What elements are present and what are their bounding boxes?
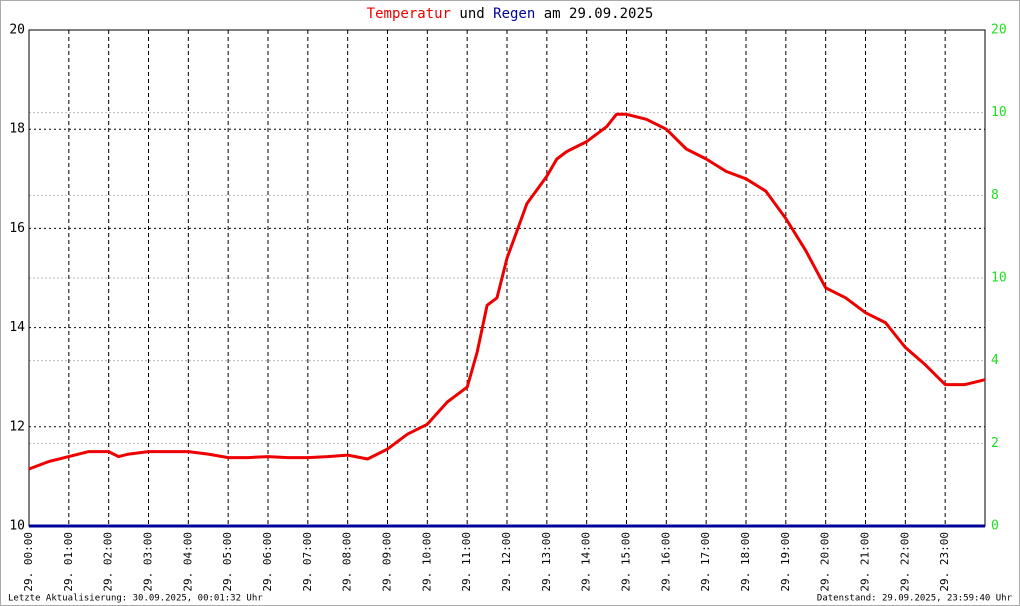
x-tick-label: 29. 14:00 (580, 532, 593, 592)
y2-tick-label: 20 (991, 23, 1007, 38)
x-tick-label: 29. 07:00 (301, 532, 314, 592)
y2-tick-label: 8 (991, 188, 999, 203)
title-connector: und (459, 6, 484, 22)
y-tick-label: 12 (9, 419, 25, 434)
series-line (28, 112, 986, 471)
y2-tick-label: 0 (991, 519, 999, 534)
y-tick-label: 16 (9, 221, 25, 236)
y2-tick-label: 10 (991, 271, 1007, 286)
x-tick-label: 29. 10:00 (420, 532, 433, 592)
x-tick-label: 29. 02:00 (102, 532, 115, 592)
x-tick-label: 29. 15:00 (620, 532, 633, 592)
x-tick-label: 29. 01:00 (62, 532, 75, 592)
x-tick-label: 29. 20:00 (819, 532, 832, 592)
y2-tick-label: 2 (991, 436, 999, 451)
footer-left: Letzte Aktualisierung: 30.09.2025, 00:01… (8, 594, 263, 604)
x-tick-label: 29. 12:00 (500, 532, 513, 592)
x-tick-label: 29. 04:00 (181, 532, 194, 592)
x-tick-label: 29. 09:00 (381, 532, 394, 592)
x-tick-label: 29. 22:00 (898, 532, 911, 592)
x-tick-label: 29. 13:00 (540, 532, 553, 592)
chart-title: Temperatur und Regen am 29.09.2025 (367, 6, 654, 22)
x-tick-label: 29. 21:00 (859, 532, 872, 592)
x-tick-label: 29. 18:00 (739, 532, 752, 592)
y-tick-label: 10 (9, 519, 25, 534)
x-tick-label: 29. 05:00 (221, 532, 234, 592)
x-tick-label: 29. 03:00 (142, 532, 155, 592)
y-tick-label: 20 (9, 23, 25, 38)
x-tick-label: 29. 16:00 (659, 532, 672, 592)
x-tick-label: 29. 00:00 (22, 532, 35, 592)
x-tick-label: 29. 23:00 (938, 532, 951, 592)
x-tick-label: 29. 11:00 (460, 532, 473, 592)
title-series-1: Temperatur (367, 6, 451, 22)
title-date: am 29.09.2025 (544, 6, 654, 22)
y2-tick-label: 10 (991, 105, 1007, 120)
x-tick-label: 29. 08:00 (341, 532, 354, 592)
x-tick-label: 29. 19:00 (779, 532, 792, 592)
title-series-2: Regen (493, 6, 535, 22)
x-tick-label: 29. 17:00 (699, 532, 712, 592)
footer-right: Datenstand: 29.09.2025, 23:59:40 Uhr (817, 594, 1013, 604)
x-tick-label: 29. 06:00 (261, 532, 274, 592)
y-tick-label: 18 (9, 122, 25, 137)
y-tick-label: 14 (9, 320, 25, 335)
y2-tick-label: 4 (991, 353, 999, 368)
